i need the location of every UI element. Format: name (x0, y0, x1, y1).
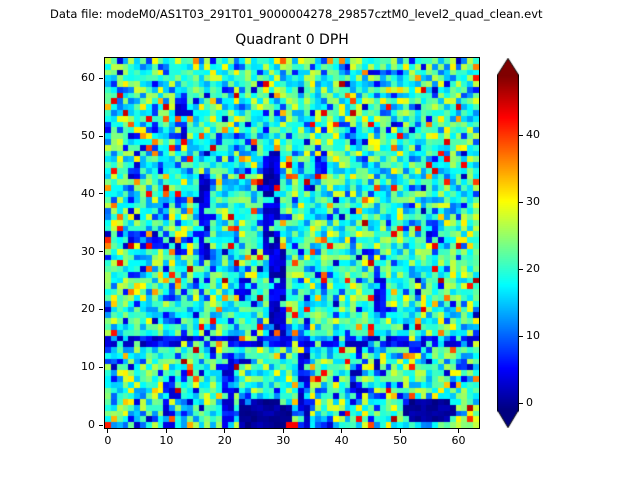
x-tick-mark (107, 429, 109, 433)
colorbar-tick-label: 20 (526, 262, 540, 276)
colorbar-tick-mark (519, 134, 523, 136)
y-tick-label: 20 (81, 302, 95, 316)
y-tick-mark (99, 193, 103, 195)
x-tick-label: 60 (451, 434, 466, 447)
x-tick-label: 40 (334, 434, 349, 447)
plot-area (104, 57, 480, 429)
x-tick-mark (282, 429, 284, 433)
x-tick-mark (341, 429, 343, 433)
colorbar-tick-mark (519, 268, 523, 270)
y-tick-mark (99, 366, 103, 368)
colorbar-tick-label: 30 (526, 195, 540, 209)
y-tick-mark (99, 424, 103, 426)
colorbar-tick-mark (519, 201, 523, 203)
colorbar-tick-mark (519, 402, 523, 404)
x-tick-mark (165, 429, 167, 433)
colorbar-tick-label: 40 (526, 128, 540, 142)
x-tick-label: 50 (393, 434, 408, 447)
plot-title: Quadrant 0 DPH (235, 32, 349, 48)
x-tick-label: 0 (104, 434, 112, 447)
y-tick-mark (99, 77, 103, 79)
x-tick-label: 30 (276, 434, 291, 447)
colorbar-tick-mark (519, 335, 523, 337)
x-tick-label: 20 (217, 434, 232, 447)
y-tick-mark (99, 308, 103, 310)
x-tick-mark (224, 429, 226, 433)
y-tick-label: 0 (88, 418, 95, 432)
y-tick-label: 60 (81, 71, 95, 85)
colorbar-tick-label: 0 (526, 396, 533, 410)
y-tick-mark (99, 251, 103, 253)
y-tick-label: 10 (81, 360, 95, 374)
y-tick-label: 30 (81, 244, 95, 258)
y-tick-mark (99, 135, 103, 137)
x-tick-label: 10 (159, 434, 174, 447)
colorbar-tick-label: 10 (526, 329, 540, 343)
y-tick-label: 40 (81, 186, 95, 200)
x-tick-mark (399, 429, 401, 433)
y-tick-label: 50 (81, 129, 95, 143)
x-tick-mark (458, 429, 460, 433)
heatmap-canvas (105, 58, 479, 428)
colorbar (497, 58, 519, 428)
data-file-label: Data file: modeM0/AS1T03_291T01_90000042… (50, 7, 543, 21)
